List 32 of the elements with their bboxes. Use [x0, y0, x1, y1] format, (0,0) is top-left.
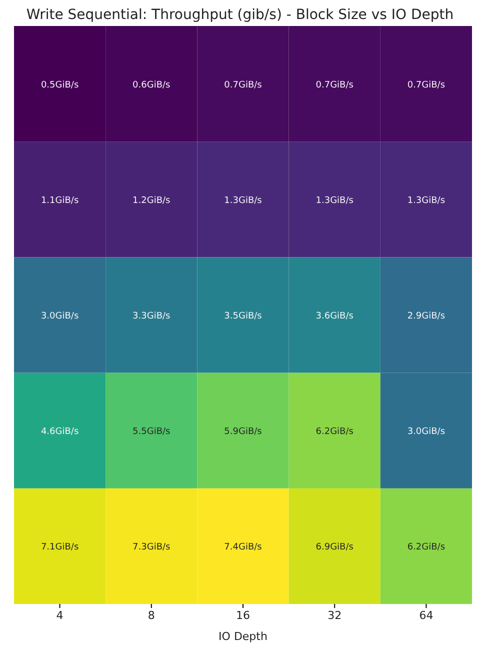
data-label: 3.3GiB/s: [132, 312, 171, 322]
data-label: 1.1GiB/s: [40, 196, 79, 206]
data-label: 5.5GiB/s: [132, 427, 171, 438]
data-label: 6.2GiB/s: [407, 542, 446, 553]
data-label: 3.0GiB/s: [407, 427, 446, 438]
data-label: 7.3GiB/s: [132, 542, 171, 553]
data-label: 7.1GiB/s: [40, 542, 79, 553]
data-label: 5.9GiB/s: [224, 427, 262, 438]
data-label: 1.3GiB/s: [407, 196, 446, 206]
x-tick-label: 8: [148, 608, 155, 622]
data-label: 2.9GiB/s: [407, 312, 446, 322]
data-label: 3.5GiB/s: [224, 312, 262, 322]
data-label: 1.3GiB/s: [316, 196, 354, 206]
data-label: 3.0GiB/s: [40, 312, 79, 322]
data-label: 1.3GiB/s: [224, 196, 262, 206]
data-label: 0.7GiB/s: [407, 80, 446, 90]
x-tick-label: 16: [236, 608, 250, 622]
x-tick-label: 32: [328, 608, 342, 622]
data-label: 6.2GiB/s: [316, 427, 354, 438]
data-label: 0.5GiB/s: [40, 80, 79, 90]
data-label: 6.9GiB/s: [316, 542, 354, 553]
data-label: 0.6GiB/s: [132, 80, 171, 90]
data-label: 3.6GiB/s: [316, 312, 354, 322]
x-tick-label: 4: [56, 608, 64, 622]
chart-title: Write Sequential: Throughput (gib/s) - Block Size vs IO Depth: [26, 7, 454, 23]
data-label: 0.7GiB/s: [316, 80, 354, 90]
data-label: 0.7GiB/s: [224, 80, 262, 90]
data-label: 1.2GiB/s: [132, 196, 171, 206]
data-label: 4.6GiB/s: [40, 427, 79, 438]
x-axis-title: IO Depth: [218, 630, 268, 643]
data-label: 7.4GiB/s: [224, 542, 262, 553]
x-tick-label: 64: [419, 608, 434, 622]
